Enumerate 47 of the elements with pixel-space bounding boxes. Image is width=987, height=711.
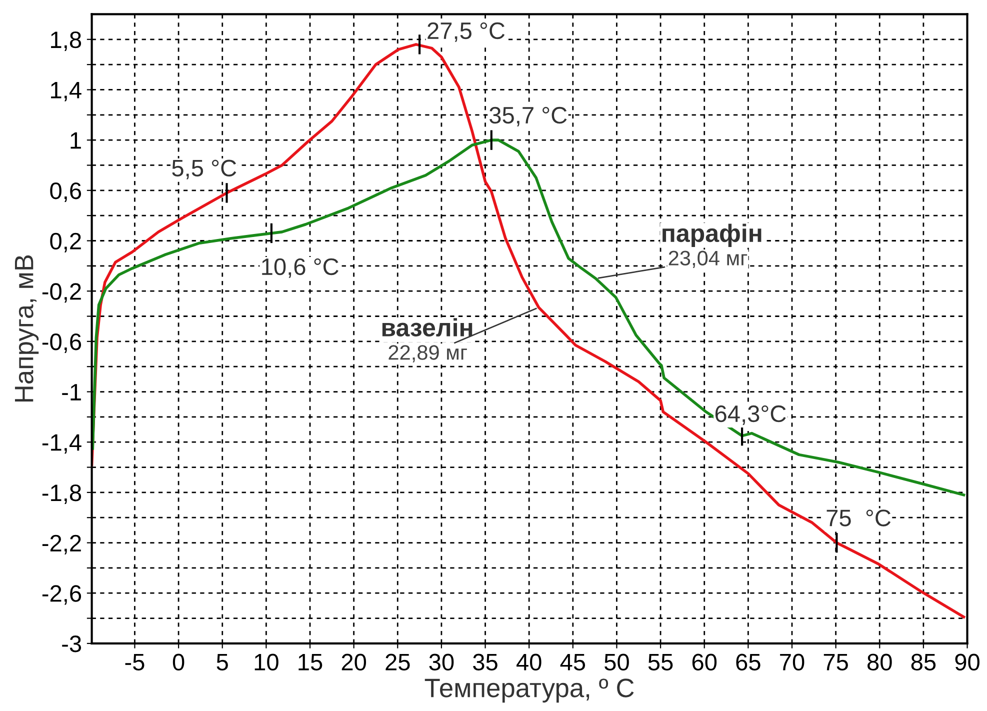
y-tick-label: -2,6: [42, 585, 82, 605]
annotation: 27,5 °C: [428, 22, 505, 42]
y-tick-label: -0,6: [42, 333, 82, 353]
annotation: 10,6 °C: [262, 258, 338, 278]
y-tick-label: -3: [62, 636, 82, 652]
line-series: [92, 138, 966, 496]
y-tick-label: -1,8: [42, 484, 82, 504]
annotation: 23,04 мг: [668, 250, 748, 268]
x-tick-label: 10: [254, 654, 278, 671]
x-tick-label: 35: [473, 654, 498, 671]
x-tick-label: 80: [868, 654, 892, 671]
x-axis-title: Температура, º C: [424, 678, 634, 703]
x-tick-label: 5: [216, 654, 228, 671]
y-tick-label: 1: [70, 132, 81, 149]
x-tick-label: 20: [342, 654, 366, 671]
x-tick-label: 55: [648, 654, 673, 671]
annotation: 75 °C: [826, 510, 891, 526]
x-tick-label: 75: [824, 654, 848, 671]
annotation: 5,5 °C: [172, 160, 236, 180]
annotation: 35,7 °C: [490, 106, 567, 126]
x-tick-label: 50: [604, 654, 629, 671]
x-tick-label: -5: [125, 654, 144, 671]
y-axis-title: Напруга, мВ: [14, 255, 39, 402]
x-tick-label: 90: [955, 654, 980, 671]
x-tick-label: 45: [560, 654, 586, 671]
y-tick-label: 1,8: [51, 31, 82, 51]
y-tick-label: -0,2: [42, 283, 81, 303]
x-tick-label: 85: [911, 654, 936, 671]
y-tick-label: -2,2: [42, 534, 81, 554]
y-tick-label: -1: [62, 384, 81, 400]
y-tick-label: 1,4: [51, 82, 82, 102]
x-tick-label: 30: [429, 654, 454, 671]
x-tick-label: 40: [516, 654, 542, 671]
text: вазелін: [382, 318, 472, 336]
x-tick-label: 0: [172, 654, 184, 671]
x-tick-label: 70: [780, 654, 804, 671]
x-tick-label: 15: [298, 654, 322, 671]
line-series: [92, 43, 966, 618]
x-tick-label: 25: [386, 654, 410, 671]
annotation: 22,89 мг: [388, 345, 467, 362]
annotation: 64,3°C: [715, 405, 786, 425]
x-tick-label: 65: [736, 654, 760, 671]
x-tick-label: 60: [692, 654, 717, 671]
text: парафін: [662, 224, 762, 248]
y-tick-label: -1,4: [42, 434, 82, 454]
y-tick-label: 0,6: [50, 182, 82, 202]
y-tick-label: 0,2: [50, 232, 81, 252]
